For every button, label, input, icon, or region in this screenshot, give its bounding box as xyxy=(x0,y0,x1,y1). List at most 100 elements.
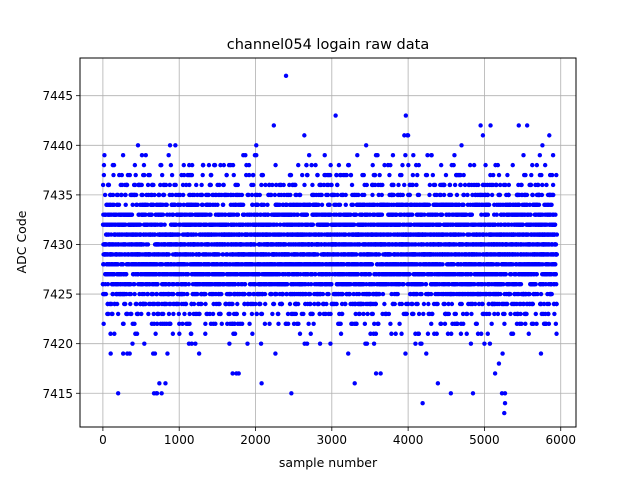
data-point xyxy=(402,182,407,188)
data-point xyxy=(356,291,362,297)
data-point xyxy=(163,182,169,188)
data-point xyxy=(128,281,133,287)
data-point xyxy=(416,162,422,168)
data-point xyxy=(232,331,238,336)
data-point xyxy=(370,192,375,198)
data-point xyxy=(259,311,265,317)
data-point xyxy=(173,182,178,188)
data-point xyxy=(329,182,334,188)
data-point xyxy=(160,212,166,217)
data-point xyxy=(285,321,291,327)
data-point xyxy=(338,331,344,336)
data-point xyxy=(132,321,137,327)
data-point xyxy=(213,321,218,327)
data-point xyxy=(181,202,186,208)
data-point xyxy=(350,202,356,208)
data-point xyxy=(410,172,416,178)
data-point xyxy=(164,202,169,208)
data-point xyxy=(152,232,158,237)
data-point xyxy=(203,291,208,297)
data-point xyxy=(343,202,348,208)
data-point xyxy=(245,341,250,346)
data-point xyxy=(111,162,117,168)
data-point xyxy=(208,182,213,188)
data-point xyxy=(377,172,382,178)
data-point xyxy=(297,192,303,198)
data-point xyxy=(399,172,404,178)
data-point xyxy=(116,202,122,208)
data-point xyxy=(390,153,396,158)
data-point xyxy=(133,172,138,178)
data-point xyxy=(371,341,377,346)
data-point xyxy=(187,321,192,327)
data-point xyxy=(310,222,316,227)
data-point xyxy=(288,172,294,178)
data-point xyxy=(369,262,375,267)
data-point xyxy=(199,182,204,188)
data-point xyxy=(421,311,426,317)
data-point xyxy=(197,252,202,257)
data-point xyxy=(115,311,121,317)
data-point xyxy=(143,153,148,158)
data-point xyxy=(319,202,325,208)
data-point xyxy=(272,192,278,198)
data-point xyxy=(293,311,299,317)
data-point xyxy=(203,301,208,307)
data-point xyxy=(120,262,126,267)
data-point xyxy=(112,331,117,336)
data-point xyxy=(273,162,278,168)
data-point xyxy=(365,311,370,317)
data-point xyxy=(361,311,366,317)
data-point xyxy=(429,153,434,158)
data-point xyxy=(124,182,130,188)
data-point xyxy=(206,192,211,198)
data-point xyxy=(180,182,186,188)
data-point xyxy=(375,153,380,158)
data-point xyxy=(327,172,333,178)
data-point xyxy=(288,192,293,198)
data-point xyxy=(216,252,222,257)
data-point xyxy=(452,153,457,158)
data-point xyxy=(189,162,195,168)
data-point xyxy=(388,321,393,327)
data-point xyxy=(310,311,315,317)
data-point xyxy=(101,162,107,168)
data-point xyxy=(328,311,333,317)
data-point xyxy=(287,301,293,307)
data-point xyxy=(399,301,405,307)
data-point xyxy=(370,311,375,317)
data-point xyxy=(304,341,310,346)
data-point xyxy=(426,301,431,307)
data-point xyxy=(260,172,266,178)
data-point xyxy=(130,202,135,208)
data-point xyxy=(227,311,232,317)
data-point xyxy=(442,182,447,188)
data-point xyxy=(376,252,382,257)
data-point xyxy=(251,172,256,178)
data-point xyxy=(373,331,379,336)
data-point xyxy=(218,162,223,168)
data-point xyxy=(389,331,394,336)
data-point xyxy=(220,252,226,257)
data-point xyxy=(194,182,199,188)
data-point xyxy=(419,341,424,346)
data-point xyxy=(250,331,255,336)
data-point xyxy=(419,291,424,297)
data-point xyxy=(189,341,194,346)
data-point xyxy=(123,192,128,198)
data-point xyxy=(317,311,323,317)
data-point xyxy=(101,321,106,327)
data-point xyxy=(170,192,175,198)
data-point xyxy=(246,162,252,168)
data-point xyxy=(437,222,443,227)
data-point xyxy=(410,212,415,217)
data-point xyxy=(317,341,323,346)
data-point xyxy=(401,281,406,287)
data-point xyxy=(438,321,444,327)
data-point xyxy=(177,192,183,198)
data-point xyxy=(181,291,187,297)
data-point xyxy=(257,192,262,198)
data-point xyxy=(197,311,202,317)
data-point xyxy=(123,202,128,208)
